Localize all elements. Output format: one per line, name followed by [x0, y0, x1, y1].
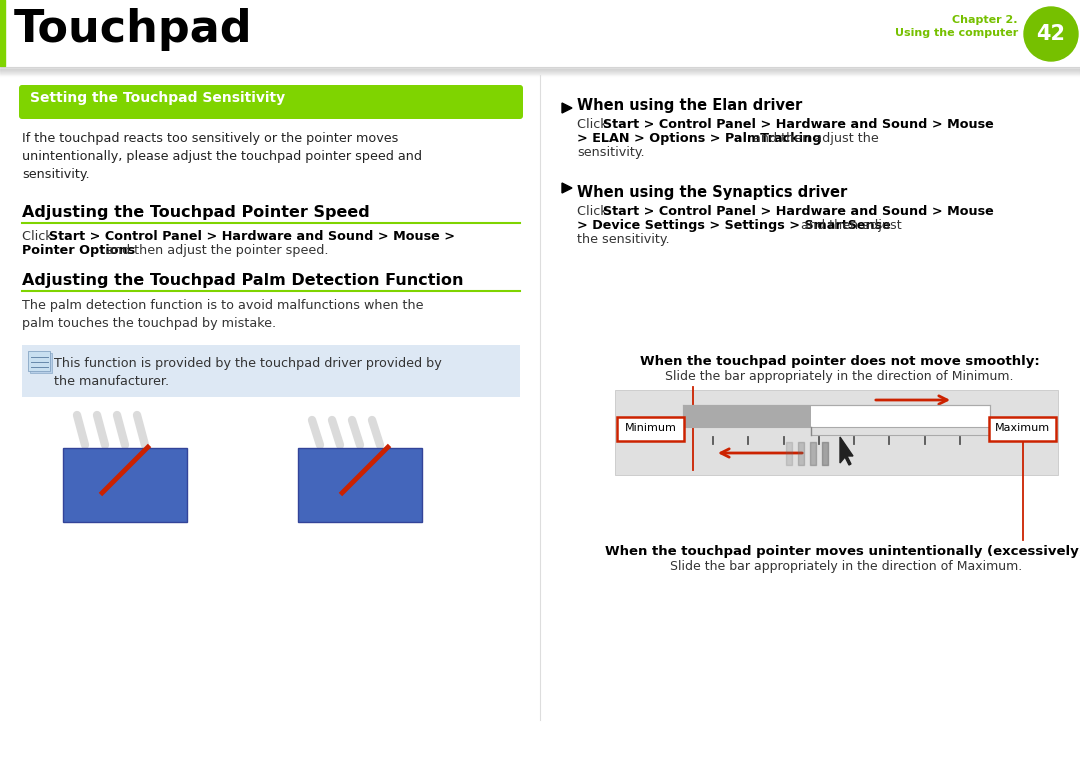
Text: Setting the Touchpad Sensitivity: Setting the Touchpad Sensitivity — [30, 91, 285, 105]
Text: This function is provided by the touchpad driver provided by
the manufacturer.: This function is provided by the touchpa… — [54, 357, 442, 388]
Text: Using the computer: Using the computer — [894, 28, 1018, 38]
Text: Pointer Options: Pointer Options — [22, 244, 135, 257]
FancyBboxPatch shape — [63, 448, 187, 522]
Text: Click: Click — [577, 118, 611, 131]
Circle shape — [1024, 7, 1078, 61]
Text: and then adjust: and then adjust — [797, 219, 902, 232]
FancyBboxPatch shape — [30, 353, 52, 373]
FancyBboxPatch shape — [615, 390, 1058, 475]
Text: When the touchpad pointer moves unintentionally (excessively):: When the touchpad pointer moves unintent… — [605, 545, 1080, 558]
Text: When using the Elan driver: When using the Elan driver — [577, 98, 802, 113]
FancyBboxPatch shape — [683, 405, 811, 427]
FancyBboxPatch shape — [683, 405, 990, 427]
Text: Start > Control Panel > Hardware and Sound > Mouse: Start > Control Panel > Hardware and Sou… — [603, 118, 994, 131]
Text: and then adjust the pointer speed.: and then adjust the pointer speed. — [102, 244, 328, 257]
Text: and then adjust the: and then adjust the — [750, 132, 879, 145]
FancyBboxPatch shape — [28, 351, 50, 371]
Text: Click: Click — [22, 230, 56, 243]
Polygon shape — [562, 183, 572, 193]
Text: Chapter 2.: Chapter 2. — [953, 15, 1018, 25]
Text: When using the Synaptics driver: When using the Synaptics driver — [577, 185, 847, 200]
Text: Adjusting the Touchpad Palm Detection Function: Adjusting the Touchpad Palm Detection Fu… — [22, 273, 463, 288]
Text: Click: Click — [577, 205, 611, 218]
FancyBboxPatch shape — [617, 417, 684, 441]
Polygon shape — [840, 437, 853, 465]
Text: Slide the bar appropriately in the direction of Maximum.: Slide the bar appropriately in the direc… — [670, 560, 1023, 573]
Text: Slide the bar appropriately in the direction of Minimum.: Slide the bar appropriately in the direc… — [665, 370, 1013, 383]
FancyBboxPatch shape — [19, 85, 523, 119]
Text: Adjusting the Touchpad Pointer Speed: Adjusting the Touchpad Pointer Speed — [22, 205, 369, 220]
FancyBboxPatch shape — [298, 448, 422, 522]
Text: 42: 42 — [1037, 24, 1066, 44]
Text: Start > Control Panel > Hardware and Sound > Mouse: Start > Control Panel > Hardware and Sou… — [603, 205, 994, 218]
FancyBboxPatch shape — [989, 417, 1056, 441]
Polygon shape — [562, 103, 572, 113]
Text: The palm detection function is to avoid malfunctions when the
palm touches the t: The palm detection function is to avoid … — [22, 299, 423, 330]
Text: the sensitivity.: the sensitivity. — [577, 233, 670, 246]
Text: Maximum: Maximum — [995, 423, 1050, 433]
Text: If the touchpad reacts too sensitively or the pointer moves
unintentionally, ple: If the touchpad reacts too sensitively o… — [22, 132, 422, 181]
Text: Start > Control Panel > Hardware and Sound > Mouse >: Start > Control Panel > Hardware and Sou… — [49, 230, 455, 243]
Text: > Device Settings > Settings > SmartSense: > Device Settings > Settings > SmartSens… — [577, 219, 891, 232]
Text: When the touchpad pointer does not move smoothly:: When the touchpad pointer does not move … — [640, 355, 1040, 368]
Text: > ELAN > Options > PalmTracking: > ELAN > Options > PalmTracking — [577, 132, 822, 145]
Text: sensitivity.: sensitivity. — [577, 146, 645, 159]
Text: Touchpad: Touchpad — [14, 8, 253, 51]
Text: Minimum: Minimum — [624, 423, 676, 433]
FancyBboxPatch shape — [22, 345, 519, 397]
